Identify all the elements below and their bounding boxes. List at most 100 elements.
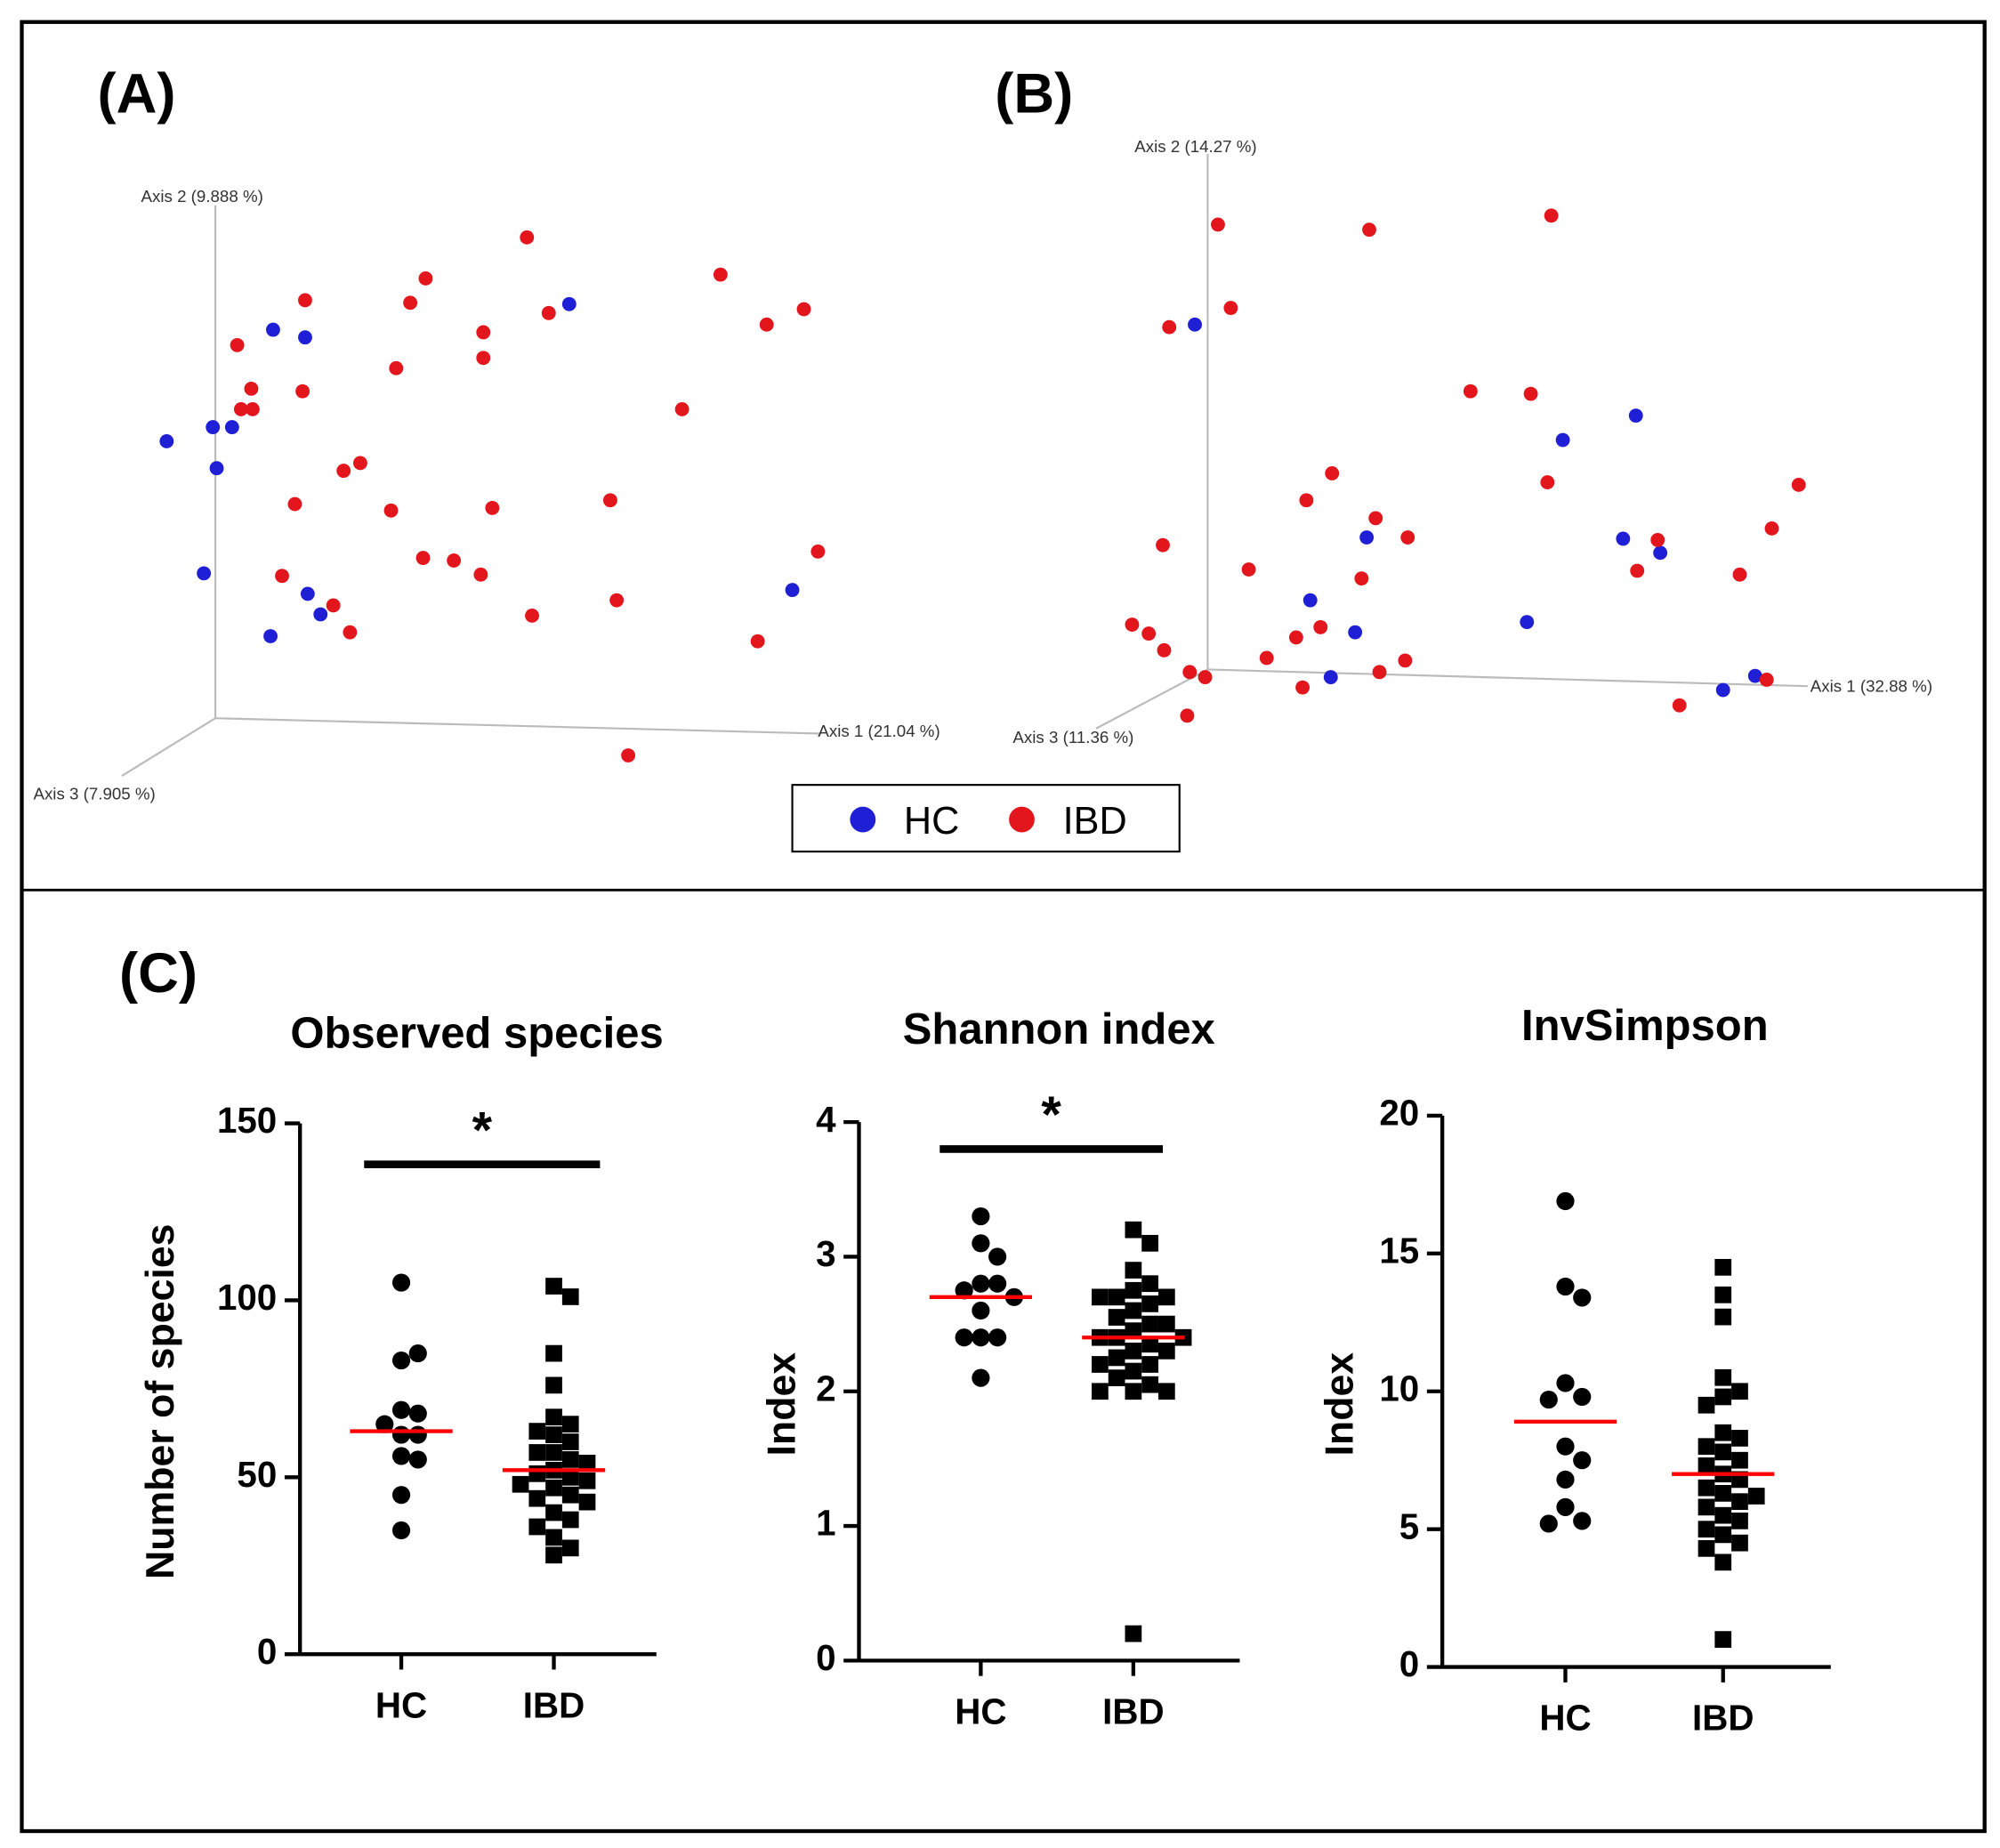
point	[1732, 567, 1747, 582]
point	[447, 553, 462, 568]
point	[1354, 571, 1369, 586]
point	[1731, 1493, 1748, 1511]
point	[224, 420, 239, 435]
point	[408, 1404, 427, 1423]
panel-label: (B)	[995, 63, 1073, 125]
point	[1714, 1506, 1732, 1524]
point	[1157, 1315, 1175, 1333]
point	[245, 402, 260, 416]
point	[561, 1416, 579, 1433]
point	[528, 1518, 546, 1536]
series-0	[1188, 317, 1762, 698]
point	[578, 1455, 596, 1472]
point	[955, 1328, 973, 1347]
point	[1162, 319, 1177, 335]
point	[541, 305, 556, 320]
x-tick-label: HC	[375, 1684, 427, 1725]
point	[159, 434, 174, 448]
y-tick-label: 1	[816, 1503, 835, 1544]
legend-label: HC	[904, 800, 959, 843]
point	[1653, 545, 1668, 561]
point	[972, 1328, 990, 1347]
point	[1188, 317, 1202, 332]
point	[578, 1493, 596, 1511]
point	[1141, 1356, 1158, 1373]
point	[1714, 1308, 1732, 1326]
point	[1241, 562, 1256, 577]
point	[1698, 1457, 1715, 1474]
y-tick-label: 150	[217, 1100, 277, 1141]
point	[197, 566, 212, 581]
axis-label: Axis 1 (21.04 %)	[818, 722, 940, 740]
point	[263, 629, 278, 643]
point	[972, 1301, 990, 1320]
point	[415, 551, 431, 566]
y-tick-label: 4	[816, 1099, 836, 1140]
series-0	[159, 296, 800, 643]
axis-label: Axis 2 (9.888 %)	[141, 187, 263, 206]
significance-label: *	[472, 1102, 493, 1158]
point	[1157, 1383, 1175, 1400]
point	[1791, 478, 1806, 492]
point	[1764, 521, 1779, 536]
point	[1372, 665, 1387, 680]
point	[1125, 1262, 1142, 1279]
point	[1630, 563, 1645, 578]
point	[1125, 1322, 1142, 1340]
point	[1714, 1485, 1732, 1502]
point	[1400, 530, 1415, 545]
point	[1398, 653, 1413, 668]
point	[1141, 1336, 1158, 1353]
point	[609, 593, 625, 608]
point	[545, 1344, 562, 1362]
point	[785, 583, 800, 598]
x-tick-label: IBD	[523, 1684, 585, 1725]
point	[1698, 1396, 1715, 1414]
point	[287, 496, 302, 512]
point	[300, 586, 315, 601]
point	[1747, 1488, 1765, 1505]
x-tick-label: HC	[1539, 1698, 1591, 1739]
legend-marker	[1009, 806, 1035, 833]
y-tick-label: 0	[257, 1631, 277, 1672]
point	[1731, 1513, 1748, 1529]
y-tick-label: 100	[217, 1277, 277, 1318]
series-1	[230, 230, 826, 763]
point	[561, 1433, 579, 1450]
point	[810, 544, 826, 559]
y-axis-label: Index	[761, 1352, 804, 1457]
point	[1698, 1479, 1715, 1497]
y-tick-label: 0	[1399, 1643, 1419, 1684]
point	[1368, 511, 1383, 526]
panel-label: (A)	[98, 63, 176, 125]
point	[1223, 301, 1238, 316]
point	[1125, 1625, 1142, 1642]
point	[1714, 1368, 1732, 1386]
point	[561, 296, 577, 311]
point	[1125, 1342, 1142, 1360]
point	[525, 609, 539, 623]
point	[1698, 1438, 1715, 1456]
point	[298, 293, 312, 308]
point	[485, 500, 500, 515]
point	[545, 1426, 562, 1443]
point	[1698, 1539, 1715, 1557]
point	[1359, 530, 1375, 545]
axis-line	[121, 717, 216, 777]
point	[1714, 1424, 1732, 1441]
point	[1125, 617, 1140, 632]
point	[603, 493, 617, 508]
point	[1141, 1376, 1158, 1393]
y-axis-label: Number of species	[139, 1224, 182, 1580]
point	[275, 569, 289, 584]
point	[1714, 1388, 1732, 1406]
point	[972, 1368, 990, 1387]
y-tick-label: 50	[237, 1454, 277, 1495]
point	[1125, 1221, 1142, 1239]
point	[520, 230, 535, 245]
point	[1092, 1288, 1109, 1306]
point	[1211, 217, 1225, 232]
point	[1302, 593, 1318, 608]
point	[561, 1511, 579, 1529]
